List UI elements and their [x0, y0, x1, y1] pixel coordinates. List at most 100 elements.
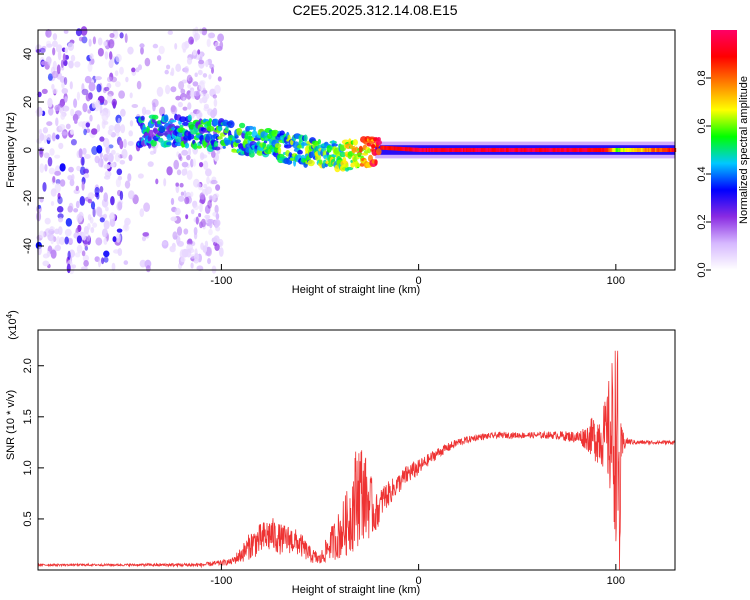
spectrogram-noise-blob	[36, 106, 43, 116]
spectrogram-ridge-blob	[151, 114, 159, 120]
spectrogram-noise-blob	[175, 63, 182, 72]
spectrogram-noise-blob	[122, 224, 130, 232]
spectrogram-noise-blob	[121, 148, 128, 159]
spectrogram-ridge-cell	[489, 148, 492, 152]
spectrogram-ridge-blob	[303, 134, 308, 142]
spectrogram-ridge-blob	[354, 163, 362, 167]
spectrogram-noise-blob	[164, 69, 169, 75]
spectrogram-ridge-cell	[603, 148, 606, 152]
spectrogram-noise-blob	[91, 128, 98, 135]
spectrogram-noise-blob	[86, 233, 91, 242]
spectrogram-noise-blob	[98, 157, 104, 168]
spectrogram-ridge-cell	[602, 148, 605, 152]
spectrogram-ridge-cell	[670, 148, 673, 152]
spectrogram-ridge-cell	[526, 148, 529, 152]
spectrogram-ridge-blob	[367, 148, 372, 154]
spectrogram-noise-blob	[78, 36, 84, 42]
spectrogram-noise-blob	[170, 216, 178, 222]
spectrogram-noise-blob	[203, 183, 208, 189]
spectrogram-noise-blob	[57, 213, 64, 219]
spectrogram-ridge-blob	[196, 145, 203, 149]
spectrogram-noise-blob	[68, 60, 74, 69]
snr-x-tick-label: 100	[607, 575, 625, 587]
spectrogram-noise-blob	[64, 96, 68, 103]
colorbar-tick-label: 0.8	[696, 70, 708, 85]
spectrogram-ridge-cell	[584, 148, 587, 152]
spectrogram-noise-blob	[201, 27, 208, 36]
spectrogram-noise-blob	[56, 236, 61, 246]
spectrogram-noise-blob	[42, 253, 50, 259]
spectrogram-ridge-cell	[476, 148, 479, 152]
spectrogram-ridge-cell	[581, 148, 584, 152]
spectrogram-ridge-blob	[246, 125, 255, 130]
spectrogram-noise-blob	[51, 83, 55, 90]
spectrogram-noise-blob	[101, 228, 108, 238]
spectrogram-noise-blob	[188, 77, 194, 83]
spectrogram-noise-blob	[105, 206, 109, 212]
spectrogram-ridge-cell	[392, 146, 395, 151]
spectrogram-ridge-cell	[471, 148, 474, 152]
spectrogram-ridge-cell	[420, 148, 423, 152]
spectrogram-ridge-cell	[605, 148, 608, 152]
spectrogram-ridge-cell	[463, 148, 465, 152]
spectrogram-ridge-blob	[206, 125, 215, 132]
spectrogram-noise-blob	[208, 195, 213, 200]
spectrogram-noise-blob	[208, 74, 212, 80]
spectrogram-noise-blob	[110, 162, 115, 168]
spectrogram-noise-blob	[66, 263, 71, 274]
spectrogram-ridge-blob	[202, 140, 207, 149]
spectrogram-noise-blob	[51, 132, 56, 142]
spectrogram-noise-blob	[39, 163, 45, 174]
snr-y-tick-label: 1.0	[22, 460, 34, 475]
spectrogram-ridge-blob	[288, 160, 293, 164]
spectrogram-ridge-blob	[176, 132, 184, 138]
spectrogram-noise-blob	[131, 104, 139, 108]
spectrogram-ridge-cell	[464, 148, 467, 152]
spectrogram-noise-blob	[54, 154, 61, 159]
spectrogram-noise-blob	[90, 227, 95, 233]
spectrogram-noise-blob	[47, 73, 53, 81]
spectrogram-ridge-cell	[493, 148, 496, 152]
spectrogram-ridge-blob	[358, 145, 363, 153]
spectrogram-ridge-cell	[453, 148, 456, 152]
spectrogram-ridge-cell	[544, 148, 547, 152]
spectrogram-noise-blob	[103, 192, 108, 203]
spectrogram-noise-blob	[184, 196, 190, 205]
spectrogram-noise-blob	[197, 69, 203, 76]
spectrogram-ridge-cell	[591, 148, 594, 152]
spectrogram-ridge-cell	[396, 146, 399, 151]
spectrogram-noise-blob	[214, 204, 219, 214]
spectrogram-noise-blob	[59, 102, 64, 108]
spectrogram-noise-blob	[42, 260, 50, 267]
spectrogram-noise-blob	[60, 112, 66, 120]
spectrogram-ridge-blob	[187, 133, 195, 140]
spectrogram-ridge-cell	[646, 148, 649, 152]
spectrogram-ridge-cell	[587, 148, 590, 152]
spectrogram-ridge-cell	[424, 148, 427, 152]
spectrogram-noise-blob	[102, 137, 110, 148]
spectrogram-noise-cloud	[35, 26, 225, 275]
spectrogram-noise-blob	[179, 182, 184, 188]
snr-x-label: Height of straight line (km)	[292, 584, 420, 596]
spectrogram-noise-blob	[163, 178, 167, 187]
snr-scale-prefix: (x10	[7, 318, 19, 339]
spectrogram-noise-blob	[199, 162, 204, 168]
colorbar-tick-label: 0.4	[696, 166, 708, 181]
spectrogram-noise-blob	[190, 262, 194, 269]
spectrogram-noise-blob	[175, 182, 179, 187]
spectrogram-noise-blob	[52, 33, 58, 41]
spectrogram-noise-blob	[52, 47, 56, 56]
spectrogram-noise-blob	[99, 186, 104, 193]
spectrogram-noise-blob	[192, 158, 197, 167]
spectrogram-noise-blob	[205, 246, 212, 257]
spectrogram-noise-blob	[213, 235, 220, 243]
spectrogram-ridge-cell	[617, 148, 620, 152]
spectrogram-noise-blob	[141, 106, 147, 116]
spectrogram-noise-blob	[193, 204, 200, 211]
spectrogram-noise-blob	[169, 71, 174, 76]
spectrogram-noise-blob	[128, 154, 133, 162]
spectrogram-noise-blob	[76, 165, 81, 172]
spectrogram-ridge-blob	[179, 116, 187, 123]
spectrogram-ridge-blob	[319, 159, 323, 165]
spectrogram-ridge-cell	[421, 148, 424, 152]
